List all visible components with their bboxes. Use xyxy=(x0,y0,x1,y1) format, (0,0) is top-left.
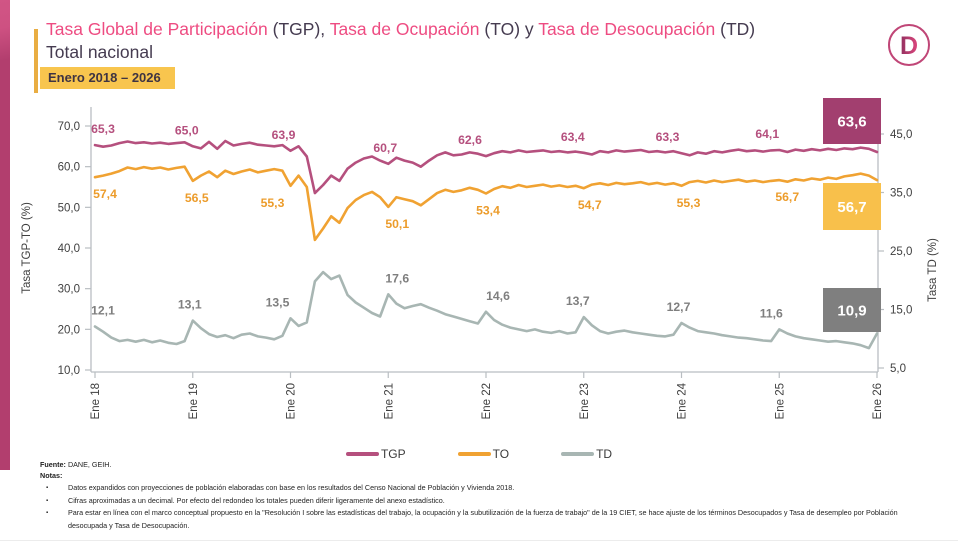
title-segment: (TD) xyxy=(720,19,756,39)
y-left-tick-label: 30,0 xyxy=(58,284,80,296)
point-label-tgp: 60,7 xyxy=(373,141,397,155)
x-tick-label: Ene 23 xyxy=(579,383,591,419)
bullet-icon: ▪ xyxy=(46,485,49,491)
end-box-label-tgp: 63,6 xyxy=(837,114,866,131)
source-text: DANE, GEIH. xyxy=(65,460,112,469)
title-segment: y xyxy=(524,19,539,39)
x-tick-label: Ene 21 xyxy=(383,383,395,419)
point-label-to: 55,3 xyxy=(677,196,701,210)
page-subtitle: Total nacional xyxy=(46,42,154,62)
note-item: ▪ Para estar en línea con el marco concep… xyxy=(40,507,924,532)
legend: TGP TO TD xyxy=(0,447,958,461)
point-label-to: 56,5 xyxy=(185,191,209,205)
y-left-tick-label: 20,0 xyxy=(58,324,80,336)
series-line-to xyxy=(93,165,879,242)
x-tick-label: Ene 26 xyxy=(872,383,884,419)
legend-label: TGP xyxy=(380,447,406,461)
note-item: ▪ Cifras aproximadas a un decimal. Por ef… xyxy=(40,495,924,508)
y-right-tick-label: 15,0 xyxy=(890,305,912,317)
point-label-td: 12,7 xyxy=(667,300,691,314)
point-label-to: 50,1 xyxy=(385,217,409,231)
note-text: Para estar en línea con el marco concept… xyxy=(68,508,898,530)
point-label-td: 13,7 xyxy=(566,294,590,308)
source-line: Fuente: DANE, GEIH. xyxy=(40,459,924,470)
bullet-icon: ▪ xyxy=(46,497,49,504)
y-left-tick-label: 60,0 xyxy=(58,162,80,174)
note-item: ▪ Datos expandidos con proyecciones de po… xyxy=(40,482,924,495)
x-tick-label: Ene 22 xyxy=(481,383,493,419)
end-box-tgp xyxy=(823,98,881,144)
dane-logo-icon: D xyxy=(888,24,930,66)
point-label-td: 12,1 xyxy=(91,303,115,317)
legend-swatch xyxy=(561,452,595,456)
y-left-tick-label: 50,0 xyxy=(58,202,80,214)
point-label-tgp: 65,0 xyxy=(175,123,199,137)
point-label-td: 11,6 xyxy=(760,306,783,320)
point-label-to: 57,4 xyxy=(93,187,117,201)
point-label-td: 13,1 xyxy=(178,298,202,312)
legend-label: TD xyxy=(596,447,613,461)
y-left-axis-title: Tasa TGP-TO (%) xyxy=(21,202,33,294)
title-segment: Tasa de Ocupación xyxy=(329,19,485,39)
end-box-to xyxy=(823,183,881,230)
x-tick-label: Ene 19 xyxy=(188,383,200,419)
end-box-label-to: 56,7 xyxy=(837,199,866,216)
legend-label: TO xyxy=(492,447,510,461)
header: Tasa Global de Participación (TGP), Tasa… xyxy=(40,18,876,89)
point-label-tgp: 62,6 xyxy=(458,133,482,147)
y-right-tick-label: 5,0 xyxy=(890,363,906,375)
x-tick-label: Ene 20 xyxy=(286,383,298,419)
end-box-label-td: 10,9 xyxy=(837,303,866,320)
y-right-tick-label: 25,0 xyxy=(890,246,912,258)
point-label-to: 54,7 xyxy=(578,198,602,212)
period-badge: Enero 2018 – 2026 xyxy=(40,67,175,89)
point-label-tgp: 64,1 xyxy=(755,127,779,141)
y-left-tick-label: 40,0 xyxy=(58,243,80,255)
y-right-tick-label: 35,0 xyxy=(890,188,912,200)
x-tick-label: Ene 25 xyxy=(774,383,786,419)
x-tick-label: Ene 18 xyxy=(90,383,102,419)
note-text: Cifras aproximadas a un decimal. Por efe… xyxy=(68,495,445,505)
y-right-tick-label: 45,0 xyxy=(890,129,912,141)
title-segment: Tasa de Desocupación xyxy=(538,19,721,39)
y-right-axis-title: Tasa TD (%) xyxy=(927,238,939,302)
legend-item-td: TD xyxy=(561,447,612,461)
point-label-td: 17,6 xyxy=(385,271,409,285)
title-segment: (TGP), xyxy=(272,19,330,39)
logo-letter: D xyxy=(900,32,918,60)
series-line-tgp xyxy=(93,139,879,195)
point-label-tgp: 63,4 xyxy=(561,130,585,144)
notes-list: ▪ Datos expandidos con proyecciones de po… xyxy=(40,482,924,532)
page-title: Tasa Global de Participación (TGP), Tasa… xyxy=(46,18,876,41)
x-tick-label: Ene 24 xyxy=(677,382,689,419)
point-label-to: 55,3 xyxy=(261,196,285,210)
legend-swatch xyxy=(457,452,491,456)
point-label-td: 14,6 xyxy=(486,289,510,303)
chart-canvas: 70,0 60,0 50,0 40,0 30,0 20,0 10,0 45,0 35,0 25,0… xyxy=(21,98,939,419)
note-text: Datos expandidos con proyecciones de pob… xyxy=(68,483,515,492)
point-label-tgp: 63,3 xyxy=(656,130,680,144)
legend-item-tgp: TGP xyxy=(345,447,406,461)
point-label-tgp: 63,9 xyxy=(272,128,296,142)
point-label-tgp: 65,3 xyxy=(91,122,115,136)
notes-label: Notas: xyxy=(40,471,63,480)
point-label-to: 56,7 xyxy=(775,190,799,204)
footer: Fuente: DANE, GEIH. Notas: ▪ Datos expand… xyxy=(40,459,924,532)
legend-swatch xyxy=(345,452,379,456)
title-segment: Tasa Global de Participación xyxy=(46,19,273,39)
series-line-td xyxy=(93,270,879,350)
bullet-icon: ▪ xyxy=(46,510,49,516)
point-label-to: 53,4 xyxy=(476,204,500,218)
source-label: Fuente: xyxy=(40,460,66,469)
title-segment: (TO) xyxy=(484,19,525,39)
left-accent-strip xyxy=(0,0,10,470)
point-label-td: 13,5 xyxy=(266,295,290,309)
y-left-tick-label: 10,0 xyxy=(58,365,80,377)
end-box-td xyxy=(823,288,881,332)
y-left-tick-label: 70,0 xyxy=(58,121,80,133)
title-accent-bar xyxy=(34,29,38,93)
legend-item-to: TO xyxy=(457,447,510,461)
